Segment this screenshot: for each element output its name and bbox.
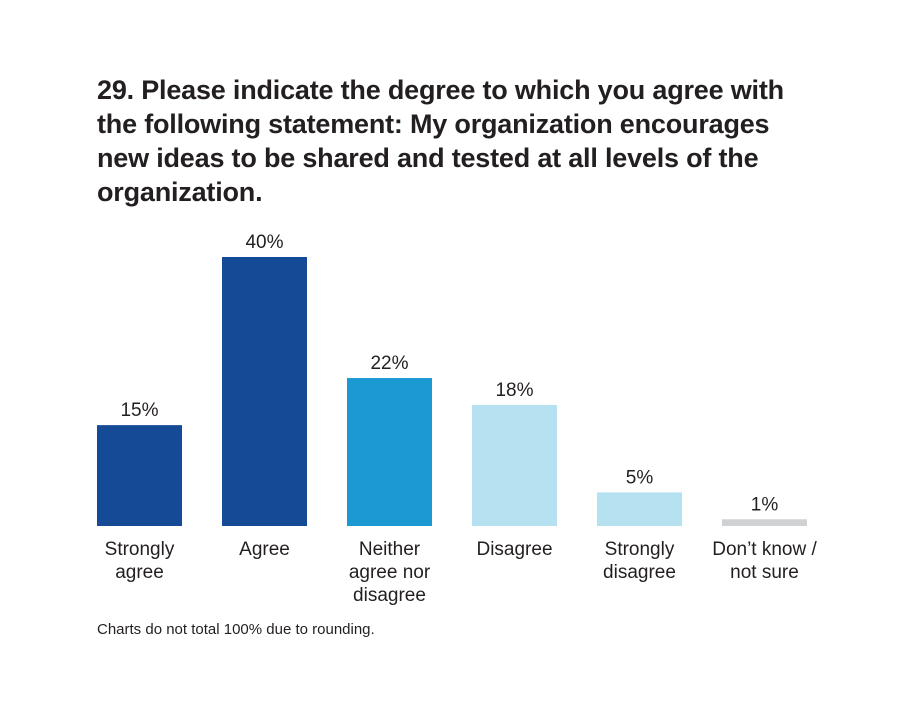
chart-title: 29. Please indicate the degree to which … [97, 75, 784, 207]
value-label-3: 18% [495, 380, 533, 401]
category-label-2-0: Neither [359, 539, 421, 560]
category-label-3-0: Disagree [476, 539, 552, 560]
category-label-0-0: Strongly [105, 539, 175, 560]
category-label-4-1: disagree [603, 562, 676, 583]
value-label-5: 1% [751, 494, 779, 515]
value-label-4: 5% [626, 467, 654, 488]
category-label-2-2: disagree [353, 585, 426, 606]
bar-1 [222, 257, 307, 526]
value-label-1: 40% [245, 232, 283, 253]
category-label-4-0: Strongly [605, 539, 675, 560]
category-label-5-1: not sure [730, 562, 799, 583]
value-label-0: 15% [120, 400, 158, 421]
bar-3 [472, 404, 557, 526]
category-label-2-1: agree nor [349, 562, 431, 583]
category-label-1-0: Agree [239, 539, 290, 560]
bar-5 [722, 519, 807, 526]
bar-0 [97, 425, 182, 526]
category-label-5-0: Don’t know / [712, 539, 817, 560]
category-label-0-1: agree [115, 562, 164, 583]
value-label-2: 22% [370, 353, 408, 374]
bar-4 [597, 492, 682, 526]
footnote: Charts do not total 100% due to rounding… [97, 621, 375, 638]
bar-2 [347, 378, 432, 526]
